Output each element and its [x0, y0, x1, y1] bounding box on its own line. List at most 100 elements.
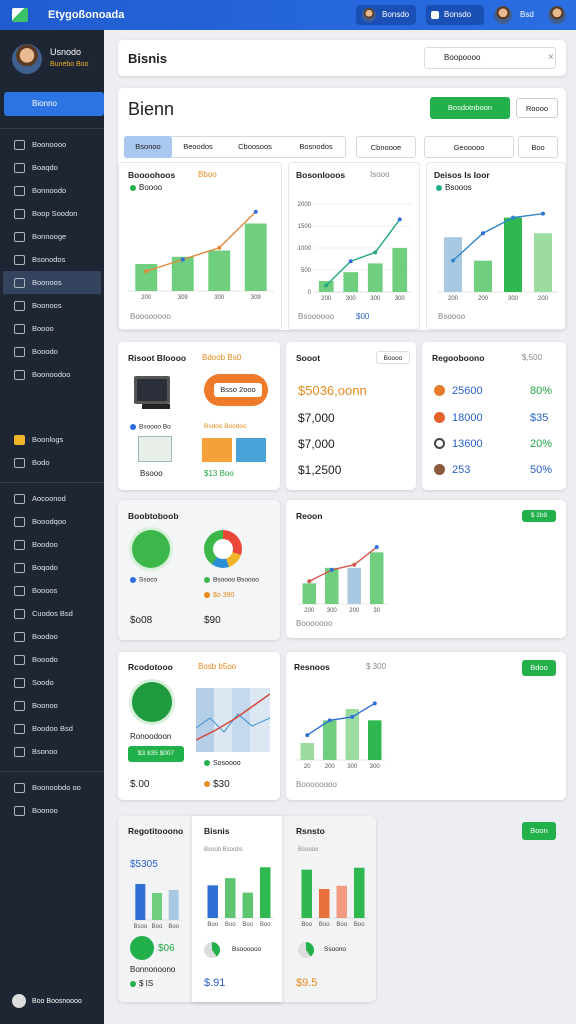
label: Bunebo Boo [50, 61, 89, 68]
x-tick-label: Boo [242, 922, 253, 928]
label[interactable]: Cboosoos [238, 142, 272, 151]
bar [135, 264, 158, 291]
menu-item[interactable]: Bonnoodo [0, 179, 104, 202]
label[interactable]: $ 2b9 [522, 510, 556, 522]
menu-item[interactable]: Boonoobdo oo [0, 776, 104, 799]
x-tick-label: Boo [354, 922, 365, 928]
label[interactable]: Roooo [516, 98, 558, 118]
bar [392, 248, 408, 292]
label[interactable]: Boon [522, 822, 556, 840]
menu-item[interactable]: Booodqoo [0, 510, 104, 533]
active[interactable] [4, 92, 104, 116]
rect [196, 688, 214, 752]
menu-item[interactable]: Bsonoo [0, 740, 104, 763]
bar [367, 263, 383, 292]
line-point [348, 259, 353, 264]
menu-item[interactable]: Booodo [0, 648, 104, 671]
label: Sosoooo [213, 760, 241, 767]
label[interactable]: Bdoo [522, 660, 556, 676]
menu-item[interactable]: Boonoooo [0, 133, 104, 156]
abs [132, 530, 170, 568]
label[interactable]: $3 835 $007 [128, 746, 184, 762]
label: Bsooos [445, 183, 472, 192]
label[interactable]: Boo [518, 136, 558, 158]
label: Booooooo [296, 619, 333, 628]
label[interactable]: Bosnodos [299, 142, 333, 151]
bar [208, 250, 231, 291]
menu-item[interactable]: Boonoos [3, 271, 101, 294]
label[interactable]: Bsonoo [124, 136, 172, 158]
menu-item[interactable]: Boodoo [0, 625, 104, 648]
label[interactable]: Boooo [376, 351, 410, 364]
line-point [350, 714, 355, 719]
menu-item[interactable]: Bodo [0, 451, 104, 474]
menu-item[interactable]: Boonoo [0, 799, 104, 822]
menu-item[interactable]: Aocoonod [0, 487, 104, 510]
label: Bonsdo [382, 10, 410, 19]
chart: Boo Boo Boo Boo [204, 867, 274, 928]
x-tick-label: 200 [538, 296, 549, 302]
label: $00 [356, 312, 370, 321]
menu-item[interactable]: Boodoo [0, 533, 104, 556]
dot [130, 184, 136, 191]
menu-item[interactable]: Bonnooge [0, 225, 104, 248]
abs [434, 385, 445, 396]
x-tick-label: 200 [304, 608, 315, 614]
menu-item[interactable]: Booodo [0, 340, 104, 363]
label: $90 [204, 615, 221, 626]
menu-item[interactable]: Bsonodos [0, 248, 104, 271]
label: 20% [530, 438, 553, 450]
label[interactable]: Bosdotnboon [430, 97, 510, 119]
x-tick-label: 200 [349, 608, 360, 614]
label: Bisnis [204, 826, 230, 836]
label[interactable]: Bsso 2ooo [214, 383, 262, 397]
label[interactable]: Geooooo [424, 136, 514, 158]
menu-item[interactable]: Boonlogs [0, 428, 104, 451]
menu-item[interactable]: Boooo [0, 317, 104, 340]
x-tick-label: Boo [319, 922, 330, 928]
label: Boobtoboob [128, 511, 179, 521]
y-tick-label: 500 [301, 268, 312, 274]
label[interactable]: Beoodos [183, 142, 213, 151]
line-point [144, 269, 149, 274]
menu-item[interactable]: Boop Soodon [0, 202, 104, 225]
label: Bsooo [140, 469, 163, 478]
t: Ssoco [130, 577, 157, 584]
av [12, 44, 42, 74]
line-point [451, 258, 455, 263]
label: Bsdoo Boodoo [204, 423, 247, 430]
line-point [307, 579, 312, 584]
menu-item[interactable]: Boqodo [0, 556, 104, 579]
av [494, 6, 512, 24]
menu-item[interactable]: Cuodos Bsd [0, 602, 104, 625]
label: Deisos Is Ioor [434, 170, 490, 180]
label: Bsoooooo [298, 312, 335, 321]
y-tick-label: 1500 [298, 224, 312, 230]
bar [444, 237, 462, 292]
abs [298, 942, 314, 958]
menu-item[interactable]: Boonoo [0, 694, 104, 717]
menu-item[interactable]: Boonoodoo [0, 363, 104, 386]
abs [204, 942, 220, 958]
bar [135, 884, 146, 920]
x-tick-label: Boo [336, 922, 347, 928]
label: $13 Boo [204, 469, 234, 478]
menu-item[interactable]: Soodo [0, 671, 104, 694]
label: Bsd [520, 10, 534, 19]
label: $o 390 [213, 592, 235, 599]
menu-group: Aocoonod Booodqoo Boodoo Boqodo Boooos Cuodos… [0, 482, 104, 763]
label[interactable]: Cbnoooe [356, 136, 416, 158]
menu-item[interactable]: Boonoos [0, 294, 104, 317]
dot [204, 760, 210, 767]
menu-item[interactable]: Boodoo Bsd [0, 717, 104, 740]
menu-item[interactable]: Boooos [0, 579, 104, 602]
rect [232, 688, 250, 752]
label: $9.5 [296, 977, 318, 989]
label: $ 300 [366, 662, 387, 671]
line [452, 212, 544, 262]
t: × [548, 52, 554, 63]
abs [434, 438, 445, 449]
menu-item[interactable]: Boaqdo [0, 156, 104, 179]
